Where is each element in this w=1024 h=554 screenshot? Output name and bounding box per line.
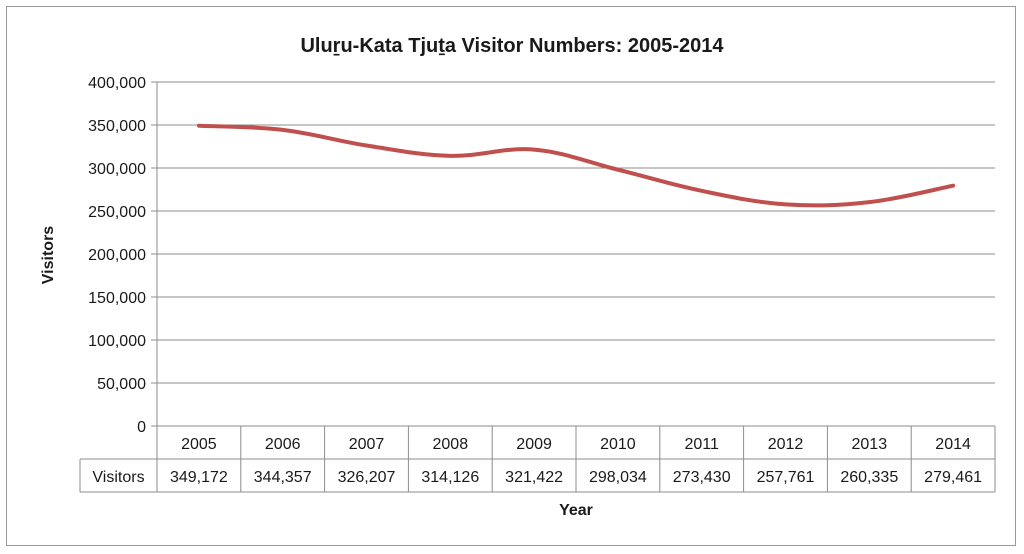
data-label: 321,422: [505, 469, 563, 486]
y-axis-ticks: 0 50,000 100,000 150,000 200,000 250,000 300,0…: [88, 75, 146, 436]
y-tick-label: 200,000: [88, 247, 146, 264]
data-table: 2005 2006 2007 2008 2009 2010 2011 2012 2013 2014…: [79, 425, 996, 493]
y-tick-label: 250,000: [88, 204, 146, 221]
data-label: 349,172: [170, 469, 228, 486]
x-tick-label: 2010: [600, 436, 636, 453]
x-tick-label: 2005: [181, 436, 217, 453]
y-tick-label: 100,000: [88, 333, 146, 350]
x-tick-label: 2012: [768, 436, 804, 453]
x-tick-label: 2009: [516, 436, 552, 453]
x-axis-label: Year: [559, 502, 593, 519]
chart-frame: [6, 6, 1016, 546]
data-label: 344,357: [254, 469, 312, 486]
data-label: 326,207: [338, 469, 396, 486]
y-axis-label: Visitors: [40, 226, 57, 285]
series-legend-label: Visitors: [92, 469, 144, 486]
y-tick-label: 400,000: [88, 75, 146, 92]
x-tick-label: 2011: [684, 436, 719, 453]
series-group: [196, 123, 956, 208]
chart-title: Uluṟu-Kata Tjuṯa Visitor Numbers: 2005-2…: [300, 35, 724, 57]
data-label: 273,430: [673, 469, 731, 486]
data-label: 257,761: [757, 469, 815, 486]
x-tick-label: 2006: [265, 436, 301, 453]
data-label: 298,034: [589, 469, 647, 486]
y-tick-label: 50,000: [97, 376, 146, 393]
data-label: 260,335: [840, 469, 898, 486]
y-tick-label: 0: [137, 419, 146, 436]
x-tick-label: 2013: [852, 436, 888, 453]
y-tick-label: 150,000: [88, 290, 146, 307]
gridlines: [151, 81, 995, 427]
y-tick-label: 350,000: [88, 118, 146, 135]
data-label: 314,126: [421, 469, 479, 486]
y-tick-label: 300,000: [88, 161, 146, 178]
x-tick-label: 2014: [935, 436, 971, 453]
x-tick-label: 2008: [433, 436, 469, 453]
data-label: 279,461: [924, 469, 982, 486]
series-line: [196, 123, 956, 208]
x-tick-label: 2007: [349, 436, 385, 453]
